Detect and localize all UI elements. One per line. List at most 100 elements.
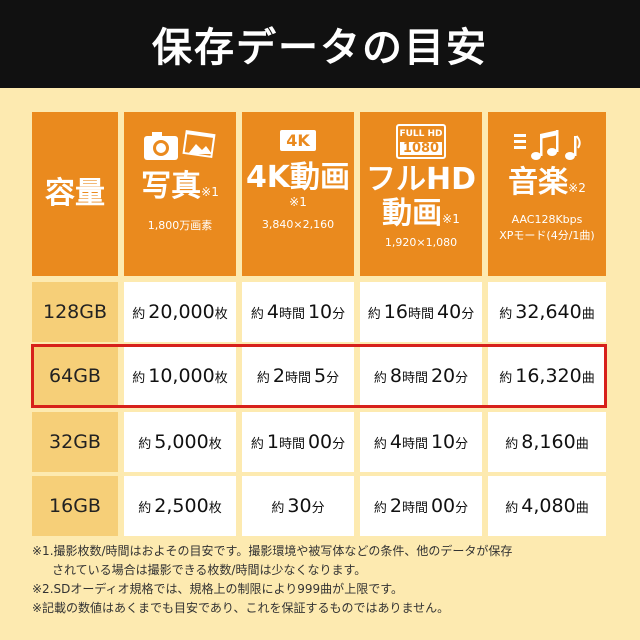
page-title: 保存データの目安 <box>152 25 488 71</box>
count-unit: 枚 <box>208 436 222 452</box>
cell-capacity-row2: 32GB <box>32 412 118 472</box>
minutes-value: 5 <box>314 365 327 387</box>
music-notes-icon <box>514 130 581 160</box>
minutes-value: 40 <box>437 301 462 323</box>
header-capacity: 容量 <box>32 112 118 276</box>
count-unit: 分 <box>311 500 325 516</box>
fullhd-badge-icon: FULL HD 1080 <box>396 124 446 159</box>
header-fullhd: FULL HD 1080 フルHD 動画※1 1,920×1,080 <box>360 112 482 276</box>
capacity-label: 32GB <box>49 431 101 453</box>
count-value: 20,000 <box>148 301 215 323</box>
count-value: 4,080 <box>521 495 576 517</box>
cell-fhd-row1: 約 8 時間 20 分 <box>360 346 482 406</box>
count-unit: 枚 <box>208 500 222 516</box>
minutes-value: 10 <box>430 431 456 453</box>
approx-prefix: 約 <box>256 370 270 386</box>
footnote-1: ※1.撮影枚数/時間はおよその目安です。撮影環境や被写体などの条件、他のデータが… <box>32 544 513 558</box>
hours-unit: 時間 <box>401 370 428 386</box>
title-bar: 保存データの目安 <box>0 0 640 88</box>
approx-prefix: 約 <box>250 306 264 322</box>
cell-fhd-row2: 約 4 時間 10 分 <box>360 412 482 472</box>
count-value: 16,320 <box>515 365 582 387</box>
approx-prefix: 約 <box>373 370 387 386</box>
minutes-unit: 分 <box>326 370 340 386</box>
minutes-unit: 分 <box>455 370 469 386</box>
footnote-2: ※2.SDオーディオ規格では、規格上の制限により999曲が上限です。 <box>32 582 403 596</box>
hours-unit: 時間 <box>278 436 305 452</box>
footnotes: ※1.撮影枚数/時間はおよその目安です。撮影環境や被写体などの条件、他のデータが… <box>32 542 622 618</box>
cell-k4-row0: 約 4 時間 10 分 <box>242 282 354 342</box>
hours-value: 2 <box>272 365 285 387</box>
minutes-unit: 分 <box>455 500 469 516</box>
count-unit: 曲 <box>575 500 589 516</box>
hours-value: 4 <box>266 301 279 323</box>
count-value: 2,500 <box>154 495 209 517</box>
approx-prefix: 約 <box>250 436 264 452</box>
header-4k: 4K 4K動画 ※1 3,840×2,160 <box>242 112 354 276</box>
cell-fhd-row0: 約 16 時間 40 分 <box>360 282 482 342</box>
minutes-unit: 分 <box>332 306 346 322</box>
approx-prefix: 約 <box>138 436 152 452</box>
count-unit: 枚 <box>214 370 228 386</box>
approx-prefix: 約 <box>271 500 285 516</box>
camera-photo-icon <box>144 130 216 160</box>
hours-value: 2 <box>389 495 402 517</box>
approx-prefix: 約 <box>138 500 152 516</box>
minutes-value: 10 <box>307 301 333 323</box>
cell-k4-row2: 約 1 時間 00 分 <box>242 412 354 472</box>
hours-unit: 時間 <box>278 306 305 322</box>
count-unit: 曲 <box>581 306 595 322</box>
hours-unit: 時間 <box>284 370 311 386</box>
cell-capacity-row0: 128GB <box>32 282 118 342</box>
count-value: 10,000 <box>148 365 215 387</box>
approx-prefix: 約 <box>373 436 387 452</box>
cell-photo-row3: 約 2,500 枚 <box>124 476 236 536</box>
count-unit: 枚 <box>214 306 228 322</box>
cell-music-row2: 約 8,160 曲 <box>488 412 606 472</box>
count-value: 32,640 <box>515 301 582 323</box>
cell-capacity-row1: 64GB <box>32 346 118 406</box>
minutes-value: 20 <box>430 365 456 387</box>
approx-prefix: 約 <box>505 436 519 452</box>
minutes-value: 00 <box>307 431 333 453</box>
header-music: 音楽※2 AAC128Kbps XPモード(4分/1曲) <box>488 112 606 276</box>
hours-value: 8 <box>389 365 402 387</box>
capacity-label: 16GB <box>49 495 101 517</box>
count-value: 5,000 <box>154 431 209 453</box>
hours-unit: 時間 <box>401 436 428 452</box>
4k-badge-icon: 4K <box>280 130 316 151</box>
minutes-unit: 分 <box>332 436 346 452</box>
approx-prefix: 約 <box>132 370 146 386</box>
minutes-value: 00 <box>430 495 456 517</box>
count-value: 8,160 <box>521 431 576 453</box>
cell-fhd-row3: 約 2 時間 00 分 <box>360 476 482 536</box>
hours-unit: 時間 <box>401 500 428 516</box>
hours-unit: 時間 <box>407 306 434 322</box>
cell-k4-row1: 約 2 時間 5 分 <box>242 346 354 406</box>
cell-music-row3: 約 4,080 曲 <box>488 476 606 536</box>
capacity-label: 128GB <box>42 301 108 323</box>
approx-prefix: 約 <box>505 500 519 516</box>
approx-prefix: 約 <box>499 370 513 386</box>
minutes-unit: 分 <box>455 436 469 452</box>
cell-music-row1: 約 16,320 曲 <box>488 346 606 406</box>
approx-prefix: 約 <box>499 306 513 322</box>
count-unit: 曲 <box>581 370 595 386</box>
minutes-unit: 分 <box>461 306 475 322</box>
approx-prefix: 約 <box>373 500 387 516</box>
capacity-label: 64GB <box>49 365 101 387</box>
cell-photo-row1: 約 10,000 枚 <box>124 346 236 406</box>
count-value: 30 <box>287 495 312 517</box>
footnote-3: ※記載の数値はあくまでも目安であり、これを保証するものではありません。 <box>32 601 450 615</box>
hours-value: 16 <box>383 301 408 323</box>
footnote-1-cont: されている場合は撮影できる枚数/時間は少なくなります。 <box>52 563 367 577</box>
cell-capacity-row3: 16GB <box>32 476 118 536</box>
hours-value: 4 <box>389 431 402 453</box>
cell-photo-row0: 約 20,000 枚 <box>124 282 236 342</box>
header-photo: 写真※1 1,800万画素 <box>124 112 236 276</box>
approx-prefix: 約 <box>367 306 381 322</box>
count-unit: 曲 <box>575 436 589 452</box>
hours-value: 1 <box>266 431 279 453</box>
cell-photo-row2: 約 5,000 枚 <box>124 412 236 472</box>
approx-prefix: 約 <box>132 306 146 322</box>
